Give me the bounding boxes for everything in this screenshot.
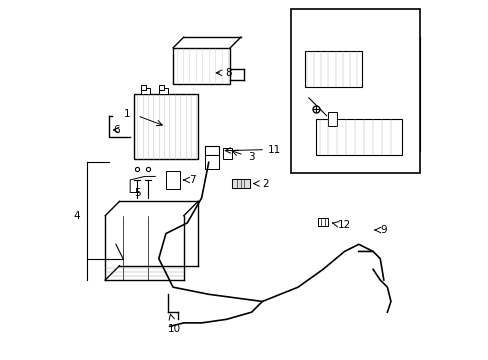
Bar	[290, 9, 419, 173]
Text: 10: 10	[168, 324, 181, 334]
Text: 2: 2	[262, 179, 268, 189]
Bar	[141, 85, 146, 90]
Bar	[165, 171, 180, 189]
Text: 3: 3	[247, 152, 254, 162]
Bar	[205, 146, 219, 155]
Bar	[159, 88, 167, 94]
Bar	[223, 148, 231, 158]
Bar	[141, 88, 149, 94]
Text: 9: 9	[380, 225, 386, 235]
Bar	[315, 119, 401, 155]
Bar	[173, 48, 230, 84]
Text: 1: 1	[123, 109, 130, 119]
Text: 4: 4	[73, 211, 80, 221]
Bar	[159, 85, 164, 90]
Text: 8: 8	[224, 68, 231, 78]
Bar	[317, 217, 328, 226]
Text: 5: 5	[134, 188, 141, 198]
Text: 13: 13	[406, 86, 419, 96]
Text: 6: 6	[113, 125, 119, 135]
Text: 11: 11	[267, 145, 281, 155]
Text: 7: 7	[189, 175, 195, 185]
Bar	[305, 51, 362, 87]
Text: 12: 12	[337, 220, 350, 230]
Bar	[205, 155, 219, 169]
Text: 14: 14	[295, 96, 308, 107]
Polygon shape	[231, 179, 249, 188]
Bar	[328, 112, 337, 126]
Bar	[134, 94, 198, 158]
